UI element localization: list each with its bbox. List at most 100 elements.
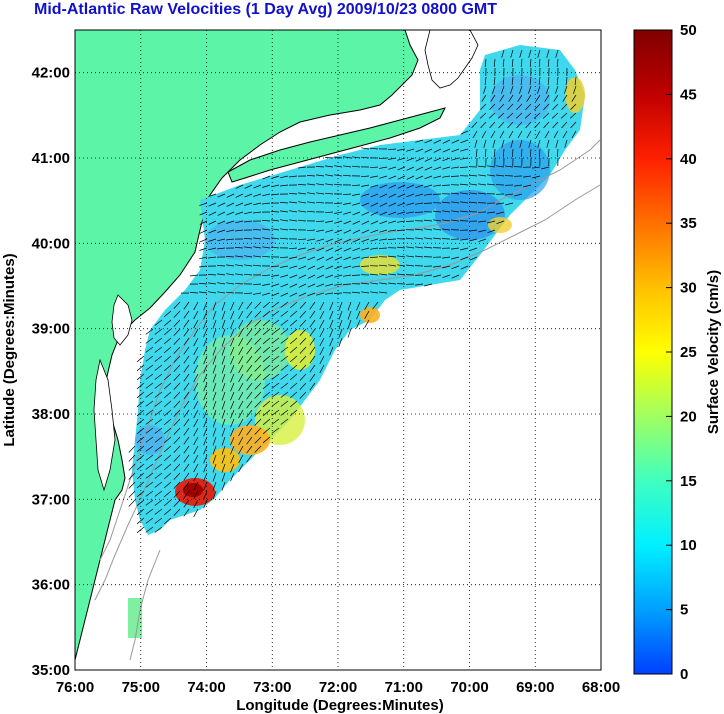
velocity-vector (388, 273, 397, 276)
velocity-vector (226, 211, 235, 216)
velocity-vector (212, 409, 217, 419)
velocity-patch (565, 77, 585, 113)
velocity-vector (254, 301, 262, 309)
velocity-vector (252, 283, 262, 286)
velocity-vector (230, 445, 235, 455)
velocity-vector (289, 391, 298, 399)
velocity-vector (262, 418, 271, 426)
velocity-vector (501, 49, 505, 58)
velocity-vector (298, 274, 307, 279)
longitude-tick-label: 72:00 (319, 679, 357, 696)
velocity-vector (173, 508, 181, 516)
velocity-vector (183, 373, 190, 382)
colorbar-tick-label: 0 (680, 666, 688, 683)
velocity-vector (433, 148, 442, 153)
velocity-vector (145, 373, 154, 380)
velocity-vector (361, 238, 370, 243)
velocity-vector (379, 291, 388, 294)
velocity-vector (262, 319, 271, 327)
velocity-vector (484, 58, 487, 68)
colorbar (633, 29, 673, 675)
velocity-vector (203, 373, 208, 383)
velocity-vector (561, 103, 568, 111)
velocity-vector (547, 58, 550, 68)
velocity-vector (230, 427, 235, 437)
velocity-vector (479, 112, 487, 119)
velocity-vector (235, 255, 244, 258)
velocity-vector (388, 264, 397, 267)
velocity-vector (487, 229, 496, 234)
velocity-vector (299, 382, 307, 390)
velocity-vector (526, 130, 532, 139)
velocity-vector (262, 237, 271, 240)
velocity-vector (212, 301, 217, 311)
velocity-vector (299, 319, 307, 327)
velocity-vector (262, 382, 271, 390)
velocity-vector (546, 139, 550, 148)
velocity-vector (280, 400, 289, 407)
velocity-vector (230, 301, 235, 311)
velocity-vector (136, 517, 145, 525)
velocity-vector (387, 255, 397, 258)
velocity-vector (246, 346, 253, 355)
velocity-vector (397, 220, 406, 223)
velocity-vector (309, 337, 316, 346)
velocity-vector (556, 148, 559, 158)
velocity-vector (361, 256, 370, 259)
velocity-vector (246, 355, 253, 364)
velocity-vector (289, 175, 298, 178)
velocity-vector (387, 148, 397, 151)
longitude-tick-label: 71:00 (385, 679, 423, 696)
velocity-vector (217, 247, 226, 250)
velocity-vector (297, 219, 307, 222)
velocity-vector (221, 418, 226, 428)
velocity-vector (246, 328, 253, 337)
velocity-vector (230, 463, 235, 473)
velocity-vector (136, 436, 145, 444)
velocity-vector (136, 382, 145, 390)
velocity-vector (460, 148, 469, 152)
velocity-vector (279, 237, 289, 240)
velocity-vector (562, 94, 568, 102)
velocity-vector (415, 237, 424, 240)
velocity-vector (502, 76, 505, 85)
velocity-vector (415, 283, 424, 286)
velocity-vector (562, 130, 568, 139)
velocity-vector (460, 256, 469, 261)
velocity-vector (193, 445, 199, 455)
velocity-vector (481, 94, 487, 102)
velocity-vector (203, 346, 208, 356)
velocity-vector (136, 481, 145, 489)
colorbar-tick-label: 50 (680, 22, 697, 39)
velocity-vector (508, 94, 514, 102)
velocity-vector (173, 454, 181, 462)
colorbar-tick-label: 10 (680, 537, 697, 554)
velocity-vector (555, 49, 559, 58)
velocity-vector (128, 454, 136, 462)
velocity-vector (163, 310, 172, 318)
land-long-island (227, 107, 446, 183)
velocity-vector (356, 319, 361, 329)
velocity-vector (226, 264, 235, 267)
velocity-vector (280, 210, 289, 213)
velocity-vector (289, 265, 298, 269)
velocity-vector (343, 220, 352, 225)
velocity-vector (325, 220, 334, 223)
velocity-vector (564, 139, 568, 148)
velocity-vector (460, 157, 469, 160)
velocity-vector (270, 246, 280, 249)
velocity-vector (570, 121, 577, 129)
velocity-vector (238, 301, 244, 311)
velocity-vector (289, 292, 298, 297)
velocity-vector (560, 112, 568, 119)
velocity-vector (193, 463, 199, 473)
velocity-vector (352, 247, 361, 252)
velocity-vector (246, 319, 253, 328)
velocity-vector (523, 184, 532, 188)
velocity-vector (279, 256, 289, 259)
velocity-vector (193, 355, 199, 365)
velocity-vector (508, 130, 514, 139)
velocity-vector (388, 166, 397, 170)
velocity-vector (254, 337, 262, 345)
velocity-vector (388, 193, 397, 198)
